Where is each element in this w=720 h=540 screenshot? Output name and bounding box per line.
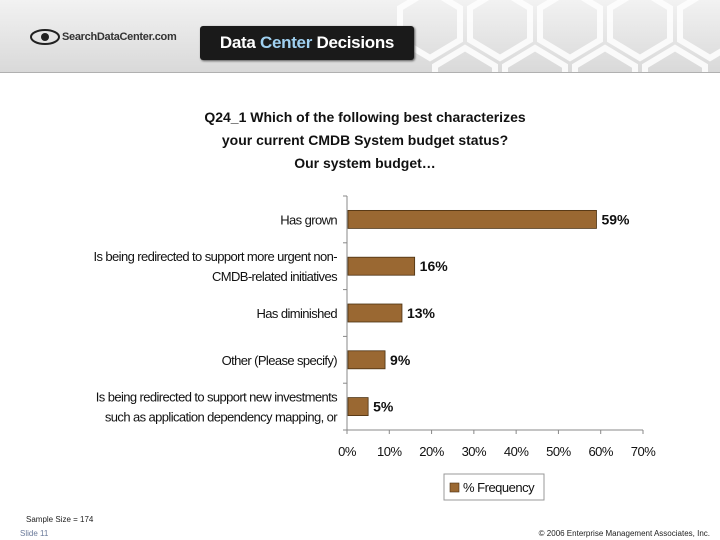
chart-title-line-2: your current CMDB System budget status? — [221, 132, 509, 148]
category-label: Has grown — [280, 212, 337, 227]
bar — [347, 256, 416, 276]
data-label: 13% — [407, 305, 436, 321]
category-label: such as application dependency mapping, … — [105, 410, 338, 425]
category-label: Has diminished — [257, 306, 338, 321]
hexagon-pattern-decoration — [397, 0, 720, 72]
banner-title-accent: Center — [259, 33, 313, 52]
header-divider — [0, 72, 720, 73]
x-tick-label: 0% — [338, 444, 357, 459]
data-label: 59% — [601, 211, 630, 227]
data-center-decisions-banner: Data Center Decisions — [200, 26, 414, 60]
category-label: Is being redirected to support new inves… — [96, 390, 338, 405]
slide-number: Slide 11 — [20, 529, 49, 538]
category-label: CMDB-related initiatives — [212, 269, 338, 284]
searchdatacenter-logo[interactable]: SearchDataCenter.com — [30, 29, 177, 45]
chart-title-line-3: Our system budget… — [294, 155, 436, 171]
category-label: Is being redirected to support more urge… — [93, 249, 337, 264]
header-bar: SearchDataCenter.com Data Center Decisio… — [0, 0, 720, 72]
x-tick-label: 70% — [631, 444, 656, 459]
chart-title: Q24_1 Which of the following best charac… — [100, 106, 630, 175]
x-tick-label: 50% — [546, 444, 571, 459]
legend-swatch — [449, 482, 460, 493]
bar — [347, 350, 386, 370]
eye-logo-icon — [30, 29, 60, 45]
banner-title-part2: Decisions — [312, 33, 395, 52]
bar — [347, 303, 403, 323]
data-label: 9% — [390, 352, 411, 368]
bar — [347, 397, 369, 417]
data-label: 5% — [373, 399, 394, 415]
x-tick-label: 60% — [588, 444, 613, 459]
x-tick-label: 30% — [462, 444, 487, 459]
x-tick-label: 40% — [504, 444, 529, 459]
bar — [347, 209, 597, 229]
data-label: 16% — [420, 258, 449, 274]
banner-title: Data Center Decisions — [220, 33, 394, 53]
copyright-notice: © 2006 Enterprise Management Associates,… — [538, 529, 710, 538]
logo-text: SearchDataCenter.com — [62, 31, 177, 43]
legend-label: % Frequency — [463, 480, 535, 495]
x-tick-label: 20% — [419, 444, 444, 459]
category-label: Other (Please specify) — [222, 353, 338, 368]
x-tick-label: 10% — [377, 444, 402, 459]
chart-title-line-1: Q24_1 Which of the following best charac… — [204, 109, 526, 125]
sample-size-note: Sample Size = 174 — [26, 515, 94, 524]
legend-box — [443, 473, 545, 501]
banner-title-part1: Data — [219, 33, 260, 52]
